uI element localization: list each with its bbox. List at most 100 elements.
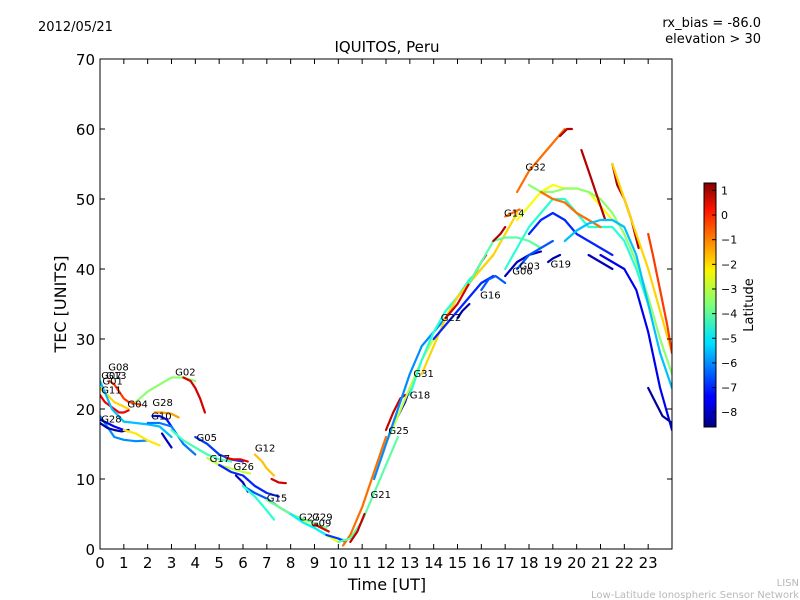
- x-tick-label: 10: [329, 554, 348, 572]
- satellite-label: G06: [512, 267, 532, 278]
- x-tick-label: 15: [448, 554, 467, 572]
- y-tick-label: 20: [76, 401, 95, 419]
- series-line-g-gr2: [527, 183, 672, 376]
- satellite-label: G15: [267, 493, 287, 504]
- x-tick-label: 23: [639, 554, 658, 572]
- colorbar: 1 0 −1 −2 −3 −4 −5 −6 −7 −8 Latitude: [703, 182, 757, 428]
- colorbar-label: Latitude: [742, 278, 757, 332]
- series-line-g28c: [153, 411, 180, 419]
- x-tick-label: 1: [119, 554, 129, 572]
- chart-title: IQUITOS, Peru: [334, 38, 439, 56]
- satellite-label: G08: [108, 363, 128, 374]
- y-tick-label: 30: [76, 331, 95, 349]
- series-line-g14: [468, 236, 543, 285]
- footer-long: Low-Latitude Ionospheric Sensor Network: [591, 590, 799, 600]
- colorbar-gradient: [703, 182, 717, 428]
- x-tick-label: 17: [496, 554, 515, 572]
- series-line-g04: [100, 379, 173, 439]
- x-tick-label: 22: [615, 554, 634, 572]
- x-tick-label: 8: [286, 554, 296, 572]
- series-line-g27: [265, 498, 328, 530]
- satellite-label: G13: [106, 371, 126, 382]
- satellite-label: G31: [413, 369, 433, 380]
- series-line-g21b: [337, 435, 399, 544]
- y-axis: 0 10 20 30 40 50 60 70: [76, 51, 672, 559]
- x-tick-label: 3: [167, 554, 177, 572]
- series-line-g16: [480, 274, 507, 292]
- series-line-g-mid1: [146, 421, 197, 456]
- satellite-label: G28: [152, 398, 172, 409]
- colorbar-tick-label: −4: [721, 308, 737, 321]
- x-tick-label: 6: [238, 554, 248, 572]
- y-tick-label: 40: [76, 261, 95, 279]
- x-tick-label: 14: [424, 554, 443, 572]
- series-line-g32b: [515, 127, 566, 194]
- satellite-label: G19: [551, 260, 571, 271]
- x-tick-label: 21: [591, 554, 610, 572]
- satellite-label: G07: [101, 371, 121, 382]
- x-tick-label: 5: [214, 554, 224, 572]
- y-tick-label: 50: [76, 191, 95, 209]
- y-tick-label: 10: [76, 471, 95, 489]
- series-line-g19b: [587, 253, 614, 271]
- y-tick-label: 0: [85, 541, 95, 559]
- series-line-g32c: [558, 127, 574, 138]
- satellite-label: G14: [504, 209, 524, 220]
- colorbar-tick-label: 0: [721, 209, 728, 222]
- x-tick-label: 9: [310, 554, 320, 572]
- plot-frame: [99, 58, 673, 550]
- series-line-g-bl3: [647, 386, 672, 425]
- satellite-label: G16: [480, 290, 500, 301]
- series-line-g21c: [349, 512, 366, 544]
- satellite-label: G32: [525, 162, 545, 173]
- series-line-g-or2: [647, 232, 672, 355]
- satellite-label: G02: [175, 367, 195, 378]
- colorbar-tick-label: 1: [721, 184, 728, 197]
- series-line-g12b: [270, 477, 287, 485]
- satellite-label: G12: [255, 444, 275, 455]
- elevation-label: elevation > 30: [665, 32, 761, 47]
- satellite-label: G05: [197, 433, 217, 444]
- x-tick-label: 4: [191, 554, 201, 572]
- satellite-label: G17: [210, 454, 230, 465]
- series-line-g05b: [170, 428, 233, 463]
- x-tick-label: 2: [143, 554, 153, 572]
- y-tick-label: 70: [76, 51, 95, 69]
- series-line-g19: [527, 211, 614, 257]
- y-tick-label: 60: [76, 121, 95, 139]
- series-line-g-bl1: [432, 274, 495, 341]
- x-tick-label: 20: [567, 554, 586, 572]
- satellite-label: G25: [388, 426, 408, 437]
- colorbar-tick-label: −7: [721, 382, 737, 395]
- series-line-g17b: [225, 456, 249, 463]
- plot-series: [100, 127, 672, 547]
- series-line-g11: [100, 414, 149, 443]
- x-tick-label: 11: [353, 554, 372, 572]
- series-line-g02b: [182, 376, 206, 414]
- colorbar-tick-label: −2: [721, 258, 737, 271]
- x-axis: 0 1 2 3 4 5 6 7 8 9 10 11 12 13 14 15 16 17 18 19 20 21 22 23: [95, 59, 658, 572]
- x-tick-label: 7: [262, 554, 272, 572]
- satellite-label: G01: [102, 377, 122, 388]
- series-line-g03: [515, 239, 554, 271]
- series-line-g-bl2: [599, 253, 672, 432]
- satellite-label: G18: [410, 391, 430, 402]
- x-tick-label: 13: [400, 554, 419, 572]
- satellite-label: G21: [371, 490, 391, 501]
- rx-bias-label: rx_bias = -86.0: [662, 16, 761, 31]
- satellite-label: G09: [311, 519, 331, 530]
- satellite-label: G11: [101, 386, 121, 397]
- satellite-label: G10: [151, 412, 171, 423]
- satellite-label: G26: [234, 462, 254, 473]
- series-line-g18: [373, 337, 435, 481]
- series-line-g16b: [456, 302, 471, 320]
- colorbar-tick-label: −5: [721, 332, 737, 345]
- satellite-label: G27: [299, 512, 319, 523]
- series-line-g14b: [492, 225, 507, 243]
- x-axis-label: Time [UT]: [347, 575, 426, 594]
- series-line-g10b: [160, 432, 173, 449]
- colorbar-tick-label: −1: [721, 234, 737, 247]
- satellite-label: G22: [441, 313, 461, 324]
- x-tick-label: 16: [472, 554, 491, 572]
- series-line-g29b: [313, 523, 330, 533]
